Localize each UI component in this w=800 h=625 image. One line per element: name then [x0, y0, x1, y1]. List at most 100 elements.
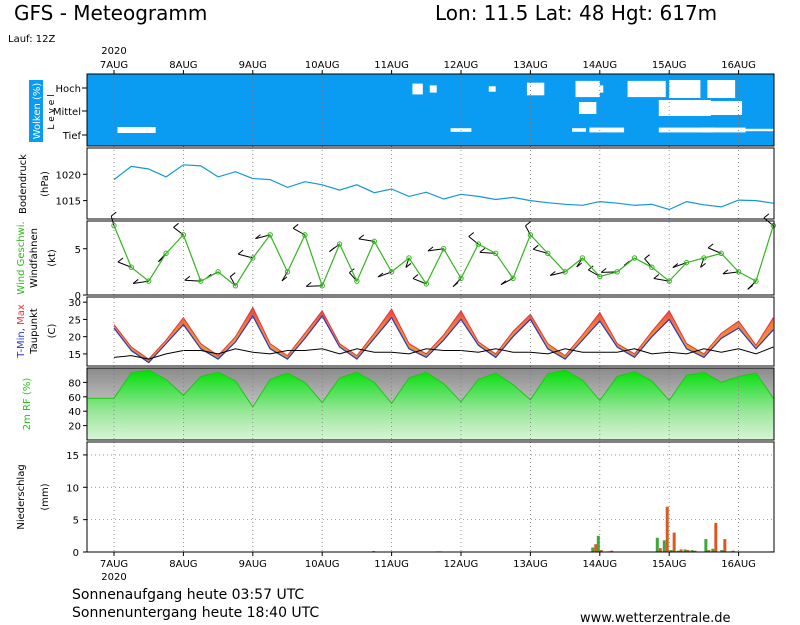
wind-barb-flag — [452, 282, 459, 288]
cloud-patch — [578, 102, 597, 114]
wind-barb-flag — [500, 280, 507, 286]
wind-speed-point — [406, 255, 412, 261]
precipitation-panel: 0 5 10 15 Niederschlag (mm) — [16, 451, 773, 559]
temperature-panel: 15 20 25 30 T-Min, Max Taupunkt (C) — [16, 298, 774, 364]
wind-barb-flag — [117, 257, 124, 263]
precip-bar-red — [731, 550, 735, 552]
date-label-bottom: 16AUG — [721, 559, 756, 570]
humidity-area — [86, 369, 775, 441]
precip-bar-red — [594, 544, 598, 552]
wind-speed-point — [510, 275, 516, 282]
wind-barb-flag — [722, 269, 729, 275]
sunset-text: Sonnenuntergang heute 18:40 UTC — [72, 605, 319, 621]
top-date-axis: 2020 7AUG 8AUG 9AUG 10AUG 11AUG 12AUG 13AUG 14AU… — [100, 46, 756, 71]
date-label-top: 14AUG — [582, 60, 617, 71]
precip-bar-green — [690, 550, 694, 552]
precip-bar-red — [707, 550, 711, 552]
wind-speed-point — [718, 250, 724, 257]
location-info: Lon: 11.5 Lat: 48 Hgt: 617m — [435, 1, 717, 25]
wind-speed-point — [111, 222, 117, 229]
rh-axis-label: 2m RF (%) — [22, 378, 33, 431]
year-label-bottom: 2020 — [101, 572, 126, 583]
precip-axis-label: Niederschlag — [16, 464, 27, 529]
precip-bar-red — [679, 549, 683, 552]
year-label-top: 2020 — [101, 46, 126, 57]
date-label-top: 12AUG — [444, 60, 479, 71]
wind-panel: 0 5 Wind Geschwi. Windfahnen (kt) — [16, 211, 776, 302]
date-label-bottom: 11AUG — [374, 559, 409, 570]
precip-bar-red — [723, 539, 727, 552]
wind-tick-label: 5 — [75, 245, 81, 256]
precip-bar-red — [658, 548, 662, 552]
wind-barb-flag — [237, 249, 244, 255]
cloud-patch — [575, 80, 600, 98]
wind-speed-point — [458, 275, 464, 282]
wind-barb-flag — [700, 262, 706, 268]
wind-speed-point — [475, 241, 482, 247]
wind-speed-point — [683, 259, 690, 266]
date-label-top: 9AUG — [239, 60, 267, 71]
cloud-patch — [526, 82, 545, 96]
cloud-patch — [707, 80, 736, 98]
wind-barb-flag — [229, 272, 236, 278]
date-label-bottom: 7AUG — [100, 559, 128, 570]
cloud-patch — [700, 127, 746, 133]
precip-bar-green — [711, 548, 715, 552]
wind-speed-line — [113, 225, 774, 288]
wind-speed-point — [163, 250, 169, 257]
wind-barb-flag — [255, 234, 261, 240]
tmin-line — [113, 314, 774, 364]
wind-barb-flag — [644, 254, 650, 260]
wind-barb-flag — [412, 274, 419, 279]
bottom-date-axis: 2020 7AUG 8AUG 9AUG 10AUG 11AUG 12AUG 13AUG 14AU… — [100, 559, 756, 583]
cloud-panel: Hoch Mittel Tief L e v e l Wolken (%) — [29, 74, 774, 146]
precip-bar-green — [662, 540, 666, 552]
wind-speed-point — [302, 232, 308, 238]
panel-frame-clouds — [86, 73, 775, 147]
date-label-top: 13AUG — [513, 60, 548, 71]
cloud-label-box — [29, 80, 43, 142]
level-label: Hoch — [56, 84, 81, 95]
panel-frame-pressure — [86, 147, 775, 220]
pressure-line — [113, 164, 774, 211]
wind-barb-flag — [132, 279, 139, 284]
run-label: Lauf: 12Z — [8, 34, 55, 45]
wind-speed-point — [284, 269, 291, 275]
precip-bar-red — [610, 550, 614, 552]
wind-barb-flag — [184, 275, 191, 281]
precip-unit-label: (mm) — [40, 483, 51, 510]
cloud-patch — [700, 101, 743, 115]
wind-speed-point — [180, 232, 187, 238]
wind-speed-point — [770, 222, 776, 229]
chart-title: GFS - Meteogramm — [14, 1, 207, 25]
panel-frame-wind — [86, 220, 775, 296]
cloud-patch — [627, 80, 666, 98]
wind-barb-flag — [525, 221, 531, 227]
cloud-axis-label: Wolken (%) — [32, 83, 43, 140]
wind-barb — [281, 271, 288, 282]
temp-tick-label: 25 — [68, 315, 81, 326]
rh-tick-label: 60 — [68, 393, 81, 404]
wind-barb-flag — [292, 223, 299, 229]
dewpoint-label: Taupunkt — [29, 308, 40, 355]
wind-barb-flag — [173, 222, 179, 228]
precip-bar-red — [599, 550, 603, 552]
wind-speed-point — [319, 283, 325, 289]
cloud-patch — [412, 83, 423, 95]
wind-barb-flag — [623, 260, 630, 266]
panel-frame-temp — [86, 296, 775, 367]
wind-barb — [525, 225, 531, 236]
wind-speed-point — [562, 269, 568, 275]
wind-barb-flag — [763, 213, 770, 219]
wind-barb-flag — [405, 263, 412, 268]
cloud-patch — [589, 127, 625, 133]
precip-bar-green — [676, 550, 680, 552]
sunrise-text: Sonnenaufgang heute 03:57 UTC — [72, 587, 304, 603]
cloud-patch — [658, 127, 715, 133]
wind-barb-flag — [576, 262, 583, 268]
wind-speed-point — [371, 238, 377, 245]
date-label-top: 16AUG — [721, 60, 756, 71]
wind-speed-point — [527, 232, 534, 238]
precip-bar-red — [686, 550, 690, 552]
